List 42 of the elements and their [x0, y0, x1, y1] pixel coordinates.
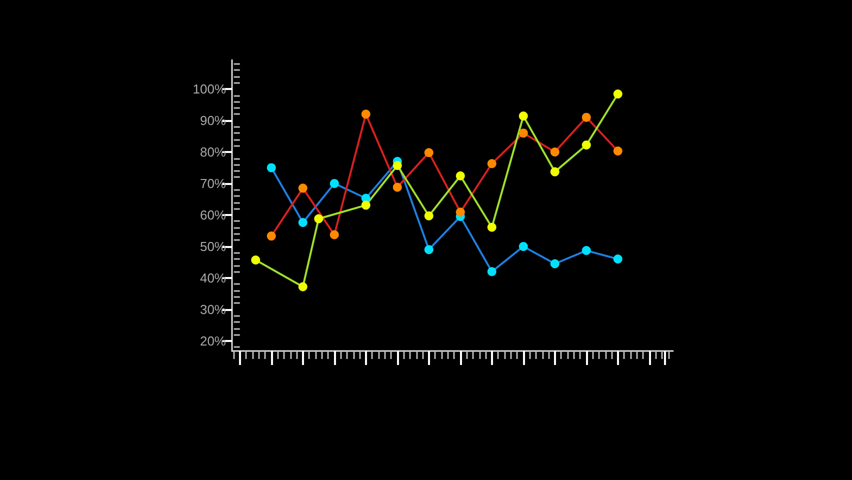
point — [487, 222, 496, 232]
y-tick-label: 50% — [200, 238, 226, 254]
point — [298, 282, 308, 292]
y-tick-label: 60% — [200, 207, 226, 222]
point — [424, 245, 434, 254]
y-tick-label: 70% — [200, 176, 226, 191]
point — [424, 211, 434, 220]
point — [582, 140, 591, 150]
point — [392, 182, 402, 192]
point — [550, 167, 560, 176]
point — [518, 242, 528, 251]
point — [298, 218, 308, 228]
point — [424, 148, 434, 158]
y-tick-label: 100% — [192, 81, 226, 96]
point — [613, 90, 622, 99]
point — [582, 246, 591, 256]
point — [266, 232, 276, 241]
point — [613, 254, 622, 264]
point — [361, 110, 370, 119]
y-tick-label: 30% — [200, 302, 226, 317]
point — [361, 200, 370, 210]
point — [330, 178, 339, 188]
point — [456, 171, 465, 180]
point — [582, 112, 591, 122]
point — [518, 128, 528, 138]
y-tick-label: 40% — [200, 270, 226, 286]
point — [266, 163, 276, 172]
y-tick-label: 20% — [200, 333, 226, 348]
point — [392, 161, 402, 170]
point — [550, 147, 560, 156]
y-tick-label: 90% — [200, 112, 226, 128]
point — [314, 214, 324, 224]
point — [330, 230, 339, 240]
point — [251, 255, 260, 264]
point — [613, 146, 622, 156]
point — [550, 259, 560, 268]
point — [487, 159, 496, 168]
point — [298, 184, 308, 193]
point — [456, 208, 465, 217]
point — [518, 112, 528, 121]
y-tick-label: 80% — [200, 144, 226, 160]
point — [487, 267, 496, 276]
